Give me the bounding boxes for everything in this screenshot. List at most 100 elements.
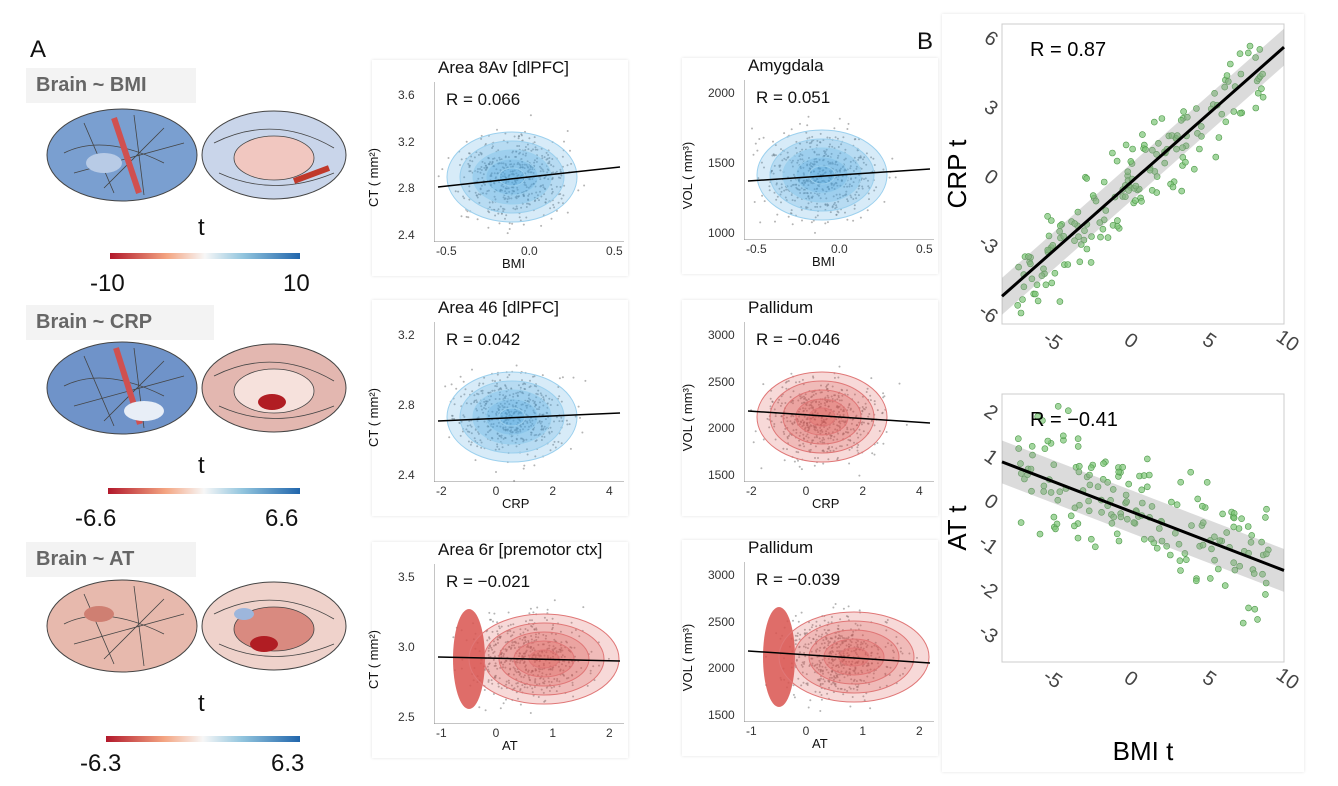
data-point (538, 654, 541, 657)
scatter-card (372, 60, 628, 276)
data-point (1088, 535, 1095, 543)
formula-label: Brain ~ CRP (26, 305, 214, 340)
data-point (548, 157, 551, 159)
data-point (476, 196, 479, 199)
data-point (502, 196, 505, 199)
data-point (569, 149, 571, 152)
data-point (607, 657, 610, 660)
data-point (505, 428, 508, 431)
data-point (478, 384, 480, 387)
density-contour (756, 129, 888, 221)
data-point (869, 394, 872, 397)
data-point (495, 412, 498, 415)
data-point (478, 382, 481, 385)
data-point (510, 684, 513, 687)
data-point (530, 431, 533, 434)
data-point (798, 188, 801, 191)
data-point (831, 398, 834, 400)
data-point (500, 162, 503, 165)
data-point (876, 409, 879, 412)
data-point (503, 198, 506, 201)
data-point (847, 605, 850, 608)
data-point (1194, 495, 1201, 503)
y-tick-label: 2.8 (398, 181, 415, 196)
data-point (530, 638, 533, 641)
data-point (824, 222, 827, 225)
data-point (837, 406, 839, 409)
data-point (508, 663, 511, 665)
data-point (827, 432, 830, 435)
data-point (483, 407, 485, 409)
data-point (786, 448, 788, 451)
data-point (826, 136, 829, 139)
data-point (508, 394, 511, 397)
density-contour (769, 380, 875, 454)
data-point (801, 671, 804, 674)
data-point (522, 440, 525, 443)
data-point (811, 662, 814, 665)
data-point (841, 166, 844, 168)
data-point (855, 191, 858, 194)
data-point (477, 168, 479, 170)
data-point (803, 445, 806, 448)
data-point (500, 158, 503, 161)
data-point (557, 440, 560, 443)
data-point (1048, 279, 1056, 287)
data-point (498, 434, 501, 437)
data-point (451, 414, 454, 417)
data-point (517, 697, 519, 700)
data-point (795, 186, 798, 189)
data-point (465, 140, 468, 143)
data-point (459, 375, 462, 378)
data-point (840, 408, 842, 411)
data-point (514, 196, 517, 199)
data-point (561, 155, 564, 158)
data-point (1203, 479, 1211, 486)
x-tick-label: 10 (1272, 326, 1303, 357)
data-point (566, 164, 569, 167)
data-point (825, 153, 828, 156)
data-point (786, 437, 789, 440)
data-point (792, 399, 795, 402)
data-point (512, 165, 514, 168)
data-point (795, 381, 797, 384)
data-point (546, 655, 549, 657)
data-point (849, 160, 852, 163)
data-point (1113, 157, 1121, 165)
data-point (1206, 575, 1214, 582)
data-point (824, 171, 827, 174)
data-point (453, 403, 456, 406)
data-point (493, 676, 496, 679)
data-point (807, 426, 810, 429)
data-point (846, 185, 849, 188)
data-point (540, 195, 543, 198)
data-point (507, 624, 510, 627)
data-point (470, 441, 473, 444)
data-point (1167, 551, 1174, 559)
data-point (517, 642, 520, 645)
data-point (751, 127, 753, 130)
data-point (776, 213, 779, 216)
data-point (802, 401, 805, 404)
data-point (548, 680, 550, 683)
data-point (548, 662, 551, 664)
data-point (838, 421, 840, 423)
data-point (507, 409, 510, 412)
data-point (470, 432, 473, 435)
data-point (813, 163, 816, 166)
data-point (838, 117, 841, 120)
data-point (521, 139, 524, 142)
data-point (525, 669, 527, 672)
data-point (829, 449, 832, 452)
data-point (503, 208, 506, 211)
data-point (816, 678, 819, 681)
data-point (488, 637, 491, 640)
data-point (533, 402, 536, 405)
data-point (556, 679, 558, 682)
data-point (855, 641, 858, 644)
data-point (550, 430, 553, 433)
data-point (809, 443, 812, 446)
data-point (868, 413, 871, 415)
data-point (774, 220, 776, 223)
data-point (487, 679, 490, 682)
